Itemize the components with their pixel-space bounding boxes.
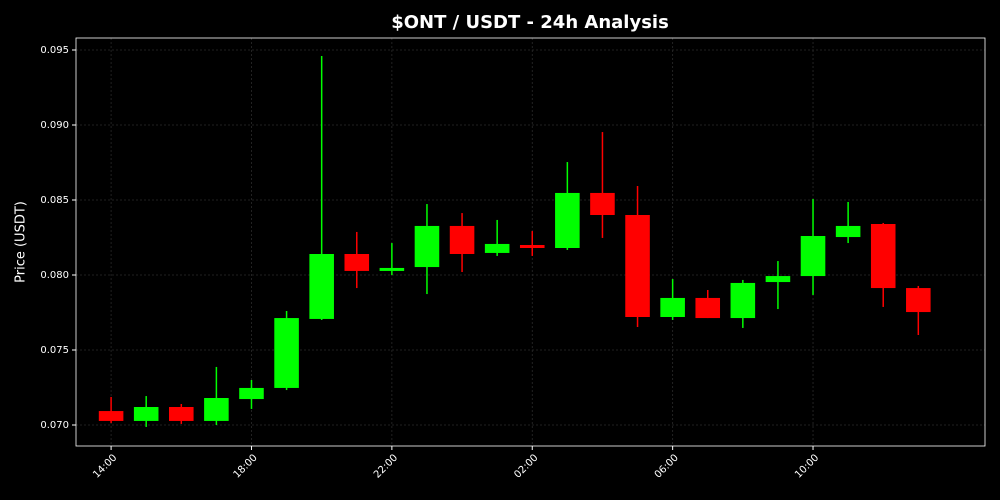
candle-body [169, 407, 194, 421]
candle-body [870, 224, 896, 289]
candle-body [204, 398, 229, 421]
candle-body [344, 254, 370, 271]
candle-body [555, 192, 580, 248]
candle-body [765, 276, 791, 283]
x-tick-label: 02:00 [512, 452, 540, 480]
candle-body [625, 215, 650, 317]
candle-body [449, 225, 475, 254]
candle-body [239, 387, 264, 400]
candle-body [309, 254, 334, 319]
x-tick-label: 10:00 [793, 452, 821, 480]
y-tick-label: 0.095 [40, 45, 69, 56]
candle-body [695, 297, 721, 319]
x-tick-label: 18:00 [232, 452, 260, 480]
chart-title: $ONT / USDT - 24h Analysis [391, 12, 669, 33]
plot-frame [75, 37, 986, 447]
candle-body [484, 243, 510, 253]
y-tick-label: 0.085 [40, 195, 69, 206]
plot-background [76, 38, 985, 446]
y-tick-label: 0.075 [40, 345, 69, 356]
x-tick-label: 14:00 [91, 452, 119, 480]
candle-body [274, 318, 299, 388]
x-tick-label: 22:00 [372, 452, 400, 480]
candle-body [906, 288, 931, 313]
x-tick-label: 06:00 [653, 452, 681, 480]
candle-body [133, 407, 159, 421]
y-axis-label: Price (USDT) [14, 201, 29, 283]
y-tick-label: 0.070 [40, 420, 69, 431]
candle-body [730, 282, 756, 319]
candle-body [590, 192, 615, 215]
candle-body [835, 225, 861, 238]
y-tick-label: 0.090 [40, 120, 69, 131]
candle-body [660, 297, 685, 317]
candle-body [519, 245, 545, 248]
candle-body [98, 411, 124, 421]
candle-body [800, 236, 826, 277]
candle-body [379, 267, 405, 271]
candle-body [414, 225, 440, 268]
y-tick-label: 0.080 [40, 270, 69, 281]
